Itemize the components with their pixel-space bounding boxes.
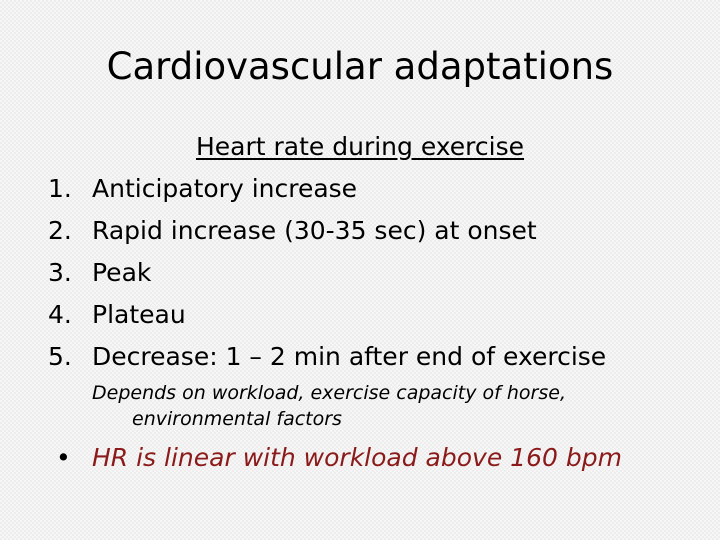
list-item-text: Plateau: [92, 300, 186, 329]
list-item-text: Rapid increase (30-35 sec) at onset: [92, 216, 537, 245]
footnote-line-1: Depends on workload, exercise capacity o…: [92, 382, 566, 404]
list-item: 3. Peak: [48, 256, 708, 298]
section-heading-text: Heart rate during exercise: [195, 132, 525, 161]
list-item-number: 3.: [48, 258, 72, 287]
footnote-line-2: environmental factors: [132, 408, 342, 430]
bullet-icon: •: [56, 443, 71, 472]
list-item: 4. Plateau: [48, 298, 708, 340]
list-item: 1. Anticipatory increase: [48, 172, 708, 214]
highlight-bullet: • HR is linear with workload above 160 b…: [56, 440, 706, 476]
list-item-text: Decrease: 1 – 2 min after end of exercis…: [92, 342, 607, 371]
list-item: 2. Rapid increase (30-35 sec) at onset: [48, 214, 708, 256]
section-heading: Heart rate during exercise: [0, 130, 720, 164]
list-item-number: 2.: [48, 216, 72, 245]
numbered-list: 1. Anticipatory increase 2. Rapid increa…: [48, 172, 708, 382]
list-item-number: 5.: [48, 342, 72, 371]
slide-title: Cardiovascular adaptations: [106, 45, 614, 88]
highlight-bullet-text: HR is linear with workload above 160 bpm: [92, 443, 622, 472]
list-item: 5. Decrease: 1 – 2 min after end of exer…: [48, 340, 708, 382]
footnote: Depends on workload, exercise capacity o…: [92, 380, 692, 432]
list-item-number: 4.: [48, 300, 72, 329]
list-item-text: Anticipatory increase: [92, 174, 358, 203]
list-item-number: 1.: [48, 174, 72, 203]
list-item-text: Peak: [92, 258, 152, 287]
